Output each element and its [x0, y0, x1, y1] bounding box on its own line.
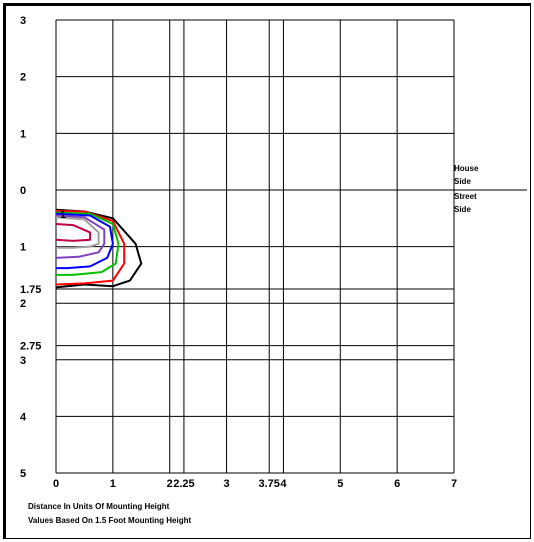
y-tick-label-10: 5 [20, 468, 26, 480]
x-tick-label-2: 2 [167, 478, 173, 490]
contour-line-3 [55, 212, 114, 270]
y-tick-label-4: 1 [20, 242, 26, 254]
street-side-label-line2: Side [454, 205, 471, 214]
x-tick-label-6: 4 [280, 478, 287, 490]
contour-line-2 [55, 211, 120, 276]
y-tick-label-1: 2 [20, 72, 26, 84]
house-side-label-line1: House [454, 164, 479, 173]
x-tick-label-1: 1 [110, 478, 116, 490]
y-tick-labels: 3 2 1 0 1 1.75 2 2.75 3 4 5 [20, 15, 41, 480]
y-tick-label-6: 2 [20, 298, 26, 310]
contour-line-4 [55, 214, 106, 259]
y-tick-label-8: 3 [20, 355, 26, 367]
y-tick-label-9: 4 [20, 411, 27, 423]
chart-frame [3, 3, 531, 539]
x-tick-label-9: 7 [451, 478, 457, 490]
y-tick-label-3: 0 [20, 185, 26, 197]
contour-value-label: 1 [60, 209, 66, 221]
x-tick-label-5: 3.75 [259, 478, 280, 490]
x-tick-label-3: 2.25 [173, 478, 194, 490]
y-tick-label-5: 1.75 [20, 284, 41, 296]
footnote-distance-units: Distance In Units Of Mounting Height [28, 502, 170, 511]
contour-line-6 [55, 223, 92, 242]
x-tick-label-7: 5 [337, 478, 343, 490]
x-tick-labels: 0 1 2 2.25 3 3.75 4 5 6 7 [53, 478, 457, 490]
x-tick-label-4: 3 [224, 478, 230, 490]
contour-line-5 [55, 216, 100, 249]
street-side-label-line1: Street [454, 192, 477, 201]
contour-lines [55, 208, 143, 289]
grid [55, 19, 455, 474]
y-tick-label-2: 1 [20, 128, 26, 140]
y-tick-label-0: 3 [20, 15, 26, 27]
x-tick-label-8: 6 [394, 478, 400, 490]
x-tick-label-0: 0 [53, 478, 59, 490]
footnote-mounting-height: Values Based On 1.5 Foot Mounting Height [28, 516, 191, 525]
y-tick-label-7: 2.75 [20, 341, 41, 353]
house-side-label-line2: Side [454, 177, 471, 186]
